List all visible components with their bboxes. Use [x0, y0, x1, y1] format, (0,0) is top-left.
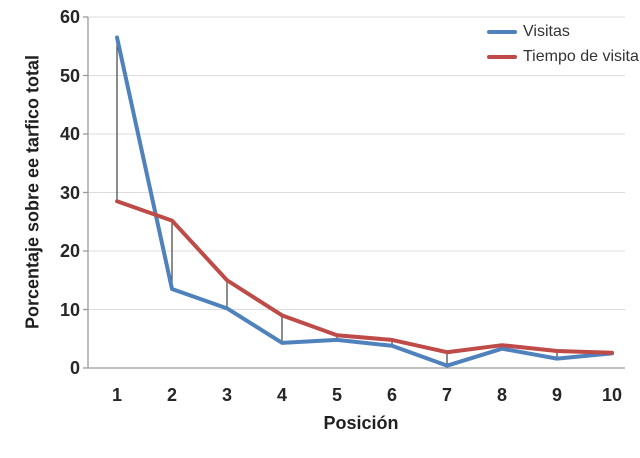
series-line-visitas — [115, 35, 614, 368]
y-tick-label: 10 — [59, 299, 80, 320]
x-tick-label: 4 — [276, 385, 287, 405]
x-tick-label: 6 — [386, 385, 397, 405]
series-line-tiempo-de-visita — [115, 199, 614, 355]
x-tick-label: 7 — [441, 385, 452, 405]
x-tick-label: 10 — [601, 385, 623, 405]
legend-label-tiempo-de-visita: Tiempo de visita — [523, 48, 639, 65]
x-axis-title: Posición — [323, 413, 399, 433]
x-tick-label: 5 — [331, 385, 342, 405]
legend-label-visitas: Visitas — [523, 23, 570, 40]
y-tick-label: 60 — [59, 7, 80, 27]
y-tick-label: 50 — [59, 65, 80, 86]
x-tick-label: 1 — [111, 385, 122, 405]
legend: Visitas Tiempo de visita — [487, 22, 639, 72]
visitas-line-swatch-icon — [487, 30, 517, 34]
x-tick-label: 2 — [166, 385, 177, 405]
x-tick-label: 9 — [551, 385, 562, 405]
legend-item-visitas: Visitas — [487, 22, 639, 42]
y-tick-label: 0 — [69, 358, 80, 378]
y-tick-label: 40 — [59, 124, 80, 144]
x-tick-label: 3 — [221, 385, 232, 405]
y-tick-label: 20 — [59, 241, 80, 261]
x-tick-label: 8 — [496, 385, 507, 405]
legend-item-tiempo-de-visita: Tiempo de visita — [487, 47, 639, 67]
y-tick-label: 30 — [59, 182, 80, 203]
tiempo-de-visita-line-swatch-icon — [487, 55, 517, 59]
